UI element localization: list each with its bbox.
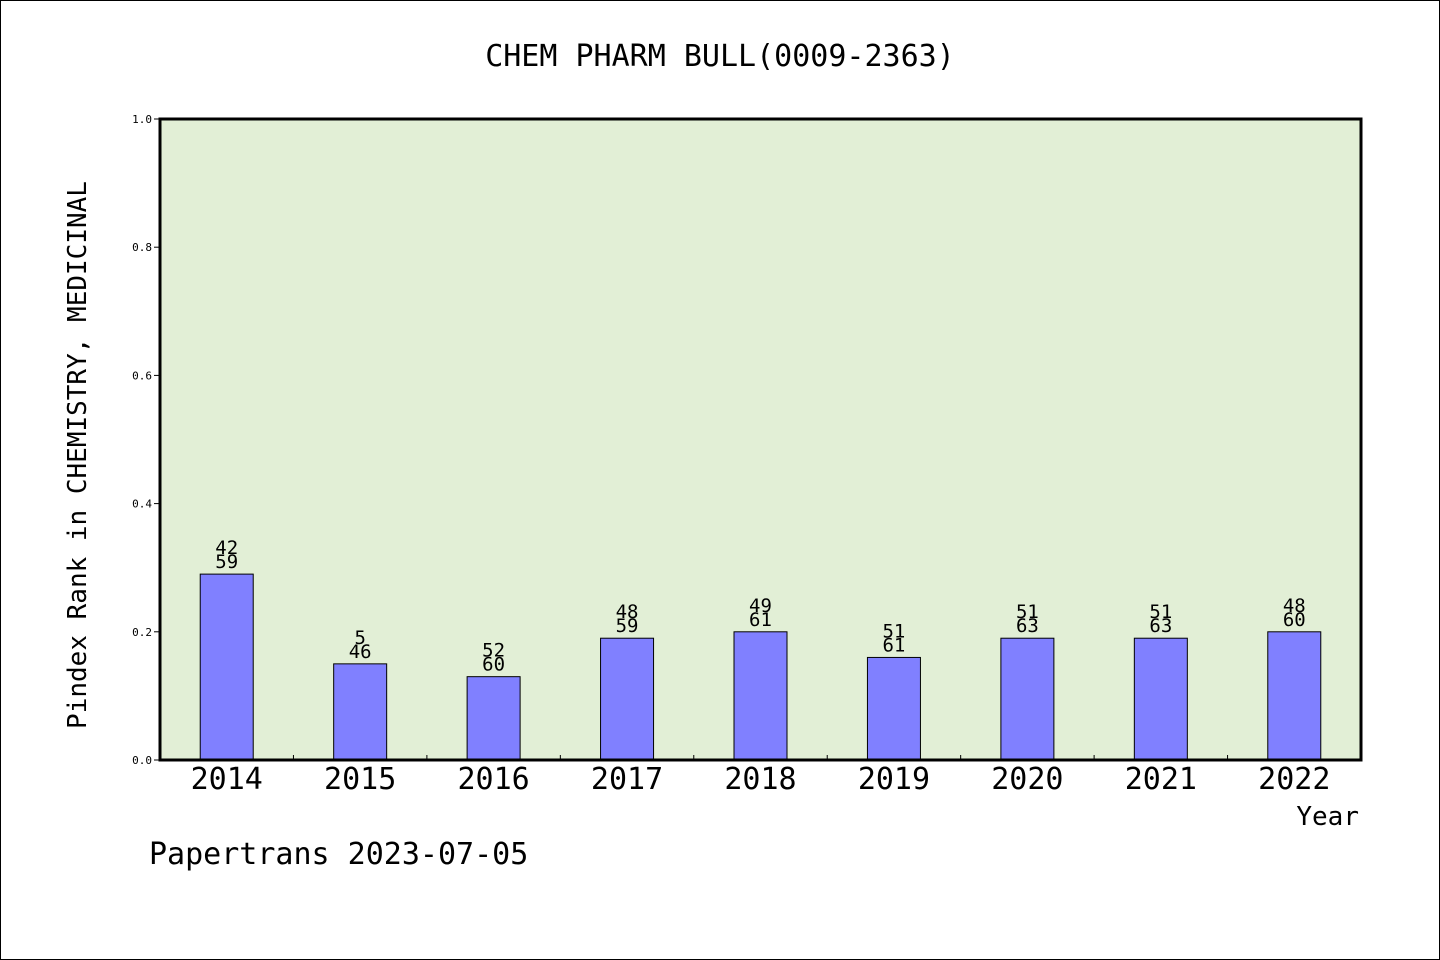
x-tick-label: 2022 [1258, 762, 1330, 797]
bar-label-total: 63 [1016, 615, 1039, 637]
bar-2019 [866, 656, 921, 761]
bar-2022 [1267, 631, 1322, 761]
bar-2020 [1000, 637, 1055, 761]
bar-2014 [199, 573, 254, 761]
bar-label-rank: 5 [354, 627, 365, 649]
y-tick-label: 0.8 [132, 241, 152, 254]
x-tick-label: 2021 [1125, 762, 1197, 797]
bar-label-rank: 49 [749, 595, 772, 617]
x-tick-label: 2018 [724, 762, 796, 797]
y-tick-label: 1.0 [132, 113, 152, 126]
bar-label-rank: 42 [215, 537, 238, 559]
bar-2017 [600, 637, 655, 761]
x-tick-label: 2015 [324, 762, 396, 797]
bar-label-rank: 48 [1283, 595, 1306, 617]
bar-label-rank: 51 [1149, 601, 1172, 623]
bar-2018 [733, 631, 788, 761]
bar-label-rank: 48 [616, 601, 639, 623]
x-tick-label: 2016 [457, 762, 529, 797]
x-tick-label: 2017 [591, 762, 663, 797]
y-axis-label: Pindex Rank in CHEMISTRY, MEDICINAL [63, 181, 93, 729]
y-tick-label: 0.4 [132, 498, 152, 511]
footer-credit: Papertrans 2023-07-05 [149, 837, 528, 872]
x-tick-label: 2020 [991, 762, 1063, 797]
bar-label-total: 59 [616, 615, 639, 637]
bar-label-total: 61 [749, 609, 772, 631]
y-tick-label: 0.2 [132, 626, 152, 639]
x-tick-label: 2014 [191, 762, 263, 797]
bar-label-total: 60 [482, 654, 505, 676]
bar-label-rank: 51 [882, 620, 905, 642]
plot-border [158, 117, 1363, 762]
y-tick-label: 0.6 [132, 369, 152, 382]
bar-label-total: 63 [1149, 615, 1172, 637]
y-tick-label: 0.0 [132, 754, 152, 767]
bar-2015 [333, 663, 388, 761]
x-axis-label: Year [1296, 802, 1359, 832]
x-tick-label: 2019 [858, 762, 930, 797]
bar-label-total: 61 [882, 634, 905, 656]
bar-label-total: 60 [1283, 609, 1306, 631]
bar-label-total: 59 [215, 551, 238, 573]
bar-label-total: 46 [349, 641, 372, 663]
chart-title: CHEM PHARM BULL(0009-2363) [485, 39, 955, 74]
bar-2016 [466, 676, 521, 761]
bar-2021 [1133, 637, 1188, 761]
bar-label-rank: 52 [482, 640, 505, 662]
bar-label-rank: 51 [1016, 601, 1039, 623]
